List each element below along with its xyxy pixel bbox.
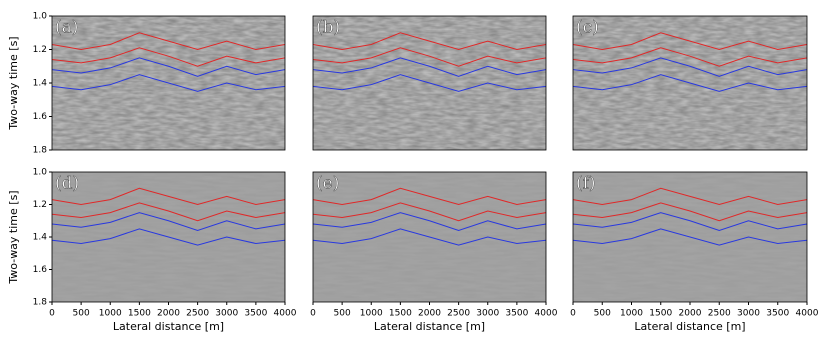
panel-label: (f) xyxy=(576,174,596,194)
x-axis-label: Lateral distance [m] xyxy=(113,320,224,333)
x-tick-label: 0 xyxy=(570,309,576,319)
x-tick-label: 2000 xyxy=(157,309,180,319)
horizon-line xyxy=(572,228,808,246)
horizon-line xyxy=(51,74,286,92)
x-tick-label: 3500 xyxy=(505,309,528,319)
horizon-line xyxy=(312,32,547,51)
y-tick-label: 1.2 xyxy=(33,45,47,55)
x-tick-label: 1000 xyxy=(620,309,643,319)
x-tick-label: 4000 xyxy=(274,309,297,319)
horizon-line xyxy=(312,47,547,67)
y-tick-label: 1.0 xyxy=(33,12,48,22)
y-tick-label: 1.6 xyxy=(33,112,48,122)
panel: (d) 1.0 1.2 1.4 1.6 1.80 500 1000 1500 2000 2500 30… xyxy=(7,168,297,334)
y-tick-label: 1.8 xyxy=(33,298,48,308)
horizon-line xyxy=(572,32,808,51)
y-tick-label: 1.4 xyxy=(33,233,48,243)
panel: (e) 0 500 1000 1500 2000 2500 3000 3500 4000 Later… xyxy=(310,171,558,333)
y-tick-label: 1.0 xyxy=(33,168,48,178)
x-tick-label: 2000 xyxy=(418,309,441,319)
horizon-line xyxy=(312,57,547,77)
horizon-line xyxy=(572,187,808,206)
panel-label: (e) xyxy=(316,174,339,194)
horizon-line xyxy=(51,187,286,206)
horizon-line xyxy=(312,202,547,222)
x-tick-label: 3000 xyxy=(215,309,238,319)
panel-label: (b) xyxy=(316,18,340,38)
y-axis-label: Two-way time [s] xyxy=(7,36,20,130)
panel-label: (a) xyxy=(55,18,78,38)
horizon-line xyxy=(51,212,286,232)
x-tick-label: 3500 xyxy=(766,309,789,319)
x-tick-label: 3000 xyxy=(737,309,760,319)
x-tick-label: 500 xyxy=(594,309,611,319)
horizon-line xyxy=(51,57,286,77)
plot-frame xyxy=(312,15,547,151)
y-tick-label: 1.4 xyxy=(33,79,48,89)
y-tick-label: 1.2 xyxy=(33,200,47,210)
panel: (f) 0 500 1000 1500 2000 2500 3000 3500 4000 Later… xyxy=(570,171,819,333)
x-tick-label: 1000 xyxy=(99,309,122,319)
horizon-line xyxy=(572,202,808,222)
x-tick-label: 1500 xyxy=(389,309,412,319)
horizon-line xyxy=(312,187,547,206)
horizon-line xyxy=(51,228,286,246)
x-tick-label: 500 xyxy=(334,309,351,319)
x-axis-label: Lateral distance [m] xyxy=(634,320,745,333)
x-tick-label: 3500 xyxy=(244,309,267,319)
x-tick-label: 4000 xyxy=(535,309,558,319)
x-tick-label: 4000 xyxy=(796,309,819,319)
horizon-line xyxy=(51,32,286,51)
x-tick-label: 2500 xyxy=(186,309,209,319)
horizon-line xyxy=(572,212,808,232)
x-tick-label: 2500 xyxy=(447,309,470,319)
plot-frame xyxy=(572,15,808,151)
x-axis-label: Lateral distance [m] xyxy=(374,320,485,333)
horizon-line xyxy=(312,74,547,92)
panel: (a) 1.0 1.2 1.4 1.6 1.8 Two-way time [s] xyxy=(7,12,286,156)
x-tick-label: 2500 xyxy=(708,309,731,319)
panel: (c) xyxy=(572,15,808,151)
x-tick-label: 2000 xyxy=(679,309,702,319)
horizon-line xyxy=(312,228,547,246)
panel-label: (d) xyxy=(55,174,79,194)
horizon-line xyxy=(312,212,547,232)
x-tick-label: 0 xyxy=(49,309,55,319)
horizon-line xyxy=(572,47,808,67)
horizon-line xyxy=(572,57,808,77)
horizon-line xyxy=(51,47,286,67)
x-tick-label: 500 xyxy=(73,309,90,319)
y-tick-label: 1.6 xyxy=(33,265,48,275)
x-tick-label: 1500 xyxy=(649,309,672,319)
horizon-line xyxy=(51,202,286,222)
y-tick-label: 1.8 xyxy=(33,146,48,156)
panel-label: (c) xyxy=(576,18,599,38)
horizon-line xyxy=(572,74,808,92)
x-tick-label: 1500 xyxy=(128,309,151,319)
panel: (b) xyxy=(312,15,547,151)
x-tick-label: 0 xyxy=(310,309,316,319)
x-tick-label: 1000 xyxy=(360,309,383,319)
x-tick-label: 3000 xyxy=(476,309,499,319)
y-axis-label: Two-way time [s] xyxy=(7,190,20,284)
